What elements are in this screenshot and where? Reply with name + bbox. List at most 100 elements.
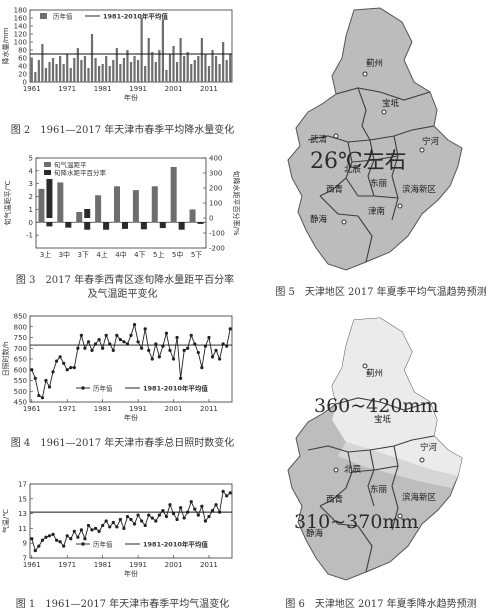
fig2-bar	[80, 60, 83, 82]
fig5-border-2	[357, 87, 371, 141]
fig5-label-binhai: 滨海新区	[402, 184, 437, 195]
fig3-right-tick-label: 400	[209, 155, 222, 163]
fig3-precip-neg-bar	[46, 222, 53, 227]
fig4-data-point	[97, 338, 101, 342]
fig3-precip-neg-bar	[103, 222, 110, 230]
fig1-data-point	[72, 529, 76, 533]
fig1-temperature-line-chart: 7 9 11 13 15 17 1961 1971 1981 1991 2001 2011 年份 气温/℃…	[1, 481, 233, 578]
fig2-bar	[193, 60, 196, 82]
fig1-y-tick-label: 7	[23, 555, 27, 563]
fig1-data-point	[79, 528, 83, 532]
fig3-right-tick-label: 0	[209, 215, 213, 223]
fig4-legend-label-series: 历年值	[93, 384, 113, 393]
fig1-y-tick-label: 9	[23, 540, 27, 548]
fig4-y-tick-label: 700	[14, 345, 27, 353]
fig5-city-marker	[381, 109, 387, 115]
fig3-precip-bar	[84, 209, 91, 218]
fig4-y-tick-label: 750	[14, 334, 27, 342]
fig6-border-4	[367, 449, 375, 507]
fig3-left-tick-label: 2	[29, 193, 33, 201]
fig6-forecast-south: 310~370mm	[294, 511, 418, 533]
fig4-data-point	[214, 348, 218, 352]
fig3-right-axis-title: 旬降水距平百分率/%	[232, 170, 240, 235]
fig2-caption: 图 2 1961—2017 年天津市春季平均降水量变化	[10, 125, 235, 136]
fig6-border-6	[351, 465, 399, 473]
fig1-data-point	[154, 519, 158, 523]
fig4-data-point	[72, 366, 76, 370]
fig4-data-point	[62, 361, 66, 365]
fig1-data-point	[97, 529, 101, 533]
fig1-data-point	[51, 532, 55, 536]
fig3-x-tick-label: 3上	[40, 250, 51, 259]
fig1-data-point	[93, 526, 98, 530]
fig1-data-point	[125, 514, 130, 519]
fig2-x-tick-label: 2001	[165, 85, 183, 93]
fig4-data-point	[196, 350, 200, 355]
fig1-data-point	[101, 523, 105, 528]
fig1-x-tick-label: 2001	[165, 561, 183, 569]
fig3-right-tick-label: 300	[209, 170, 222, 178]
fig2-bar	[51, 58, 55, 82]
fig1-data-point	[136, 513, 140, 517]
fig3-x-tick-label: 4下	[134, 251, 145, 259]
fig4-y-tick-label: 800	[14, 323, 27, 331]
fig1-data-point	[90, 528, 94, 532]
fig2-y-tick-label: 160	[14, 15, 27, 23]
fig4-data-point	[200, 366, 204, 370]
fig1-x-tick-label: 1981	[94, 561, 112, 569]
fig1-data-point	[193, 507, 197, 511]
fig1-data-point	[157, 513, 161, 517]
fig3-left-tick-label: 0	[29, 219, 33, 227]
fig5-label-wuqing: 武清	[310, 134, 328, 145]
fig1-data-point	[86, 523, 91, 528]
fig2-bar	[41, 44, 44, 82]
fig4-data-point	[140, 346, 144, 350]
fig5-label-jinnan: 津南	[368, 206, 385, 217]
fig6-city-marker	[333, 467, 339, 473]
fig2-bar	[73, 58, 76, 82]
fig3-right-tick-label: 100	[209, 200, 222, 208]
fig2-bar	[207, 66, 211, 82]
fig1-x-tick-label: 1961	[23, 561, 41, 569]
fig4-data-point	[164, 331, 169, 335]
fig4-legend-label-average: 1981-2010年平均值	[143, 384, 208, 393]
fig4-data-point	[122, 340, 126, 344]
fig1-data-point	[207, 514, 211, 519]
fig1-data-point	[147, 513, 151, 517]
fig4-data-point	[83, 346, 87, 350]
fig2-bar	[69, 68, 72, 82]
fig1-data-point	[214, 503, 218, 507]
fig1-caption: 图 1 1961—2017 年天津市春季平均气温变化	[15, 599, 230, 610]
fig1-data-point	[175, 517, 179, 522]
fig1-data-point	[189, 500, 193, 504]
fig6-label-jizhou: 蓟州	[366, 368, 383, 379]
fig1-data-point	[108, 525, 112, 529]
fig6-border-7	[319, 505, 373, 573]
fig2-bar	[126, 50, 129, 82]
fig1-data-point	[171, 512, 176, 516]
fig5-label-jinghai: 静海	[310, 214, 328, 225]
fig4-data-point	[150, 357, 154, 361]
fig3-x-tick-label: 3中	[59, 250, 70, 259]
fig2-bar	[218, 64, 221, 82]
fig3-dekad-anomaly-chart: -1 0 1 2 3 4 5 -200 -100 0 100 200 300 400 旬气温距平/℃ 旬降水距…	[3, 155, 241, 260]
fig1-y-axis-title: 气温/℃	[1, 509, 10, 533]
fig3-temp-bar	[132, 190, 139, 223]
fig3-temp-bar	[170, 167, 177, 223]
fig3-left-tick-label: 1	[29, 206, 33, 214]
fig1-data-point	[76, 535, 80, 539]
fig1-x-tick-label: 1991	[129, 561, 147, 569]
fig2-x-tick-label: 1991	[129, 85, 147, 93]
fig2-bar	[179, 38, 182, 82]
fig4-x-tick-label: 1961	[23, 405, 41, 413]
fig2-bar	[90, 34, 94, 82]
fig1-data-point	[210, 509, 215, 513]
fig2-x-tick-label: 1981	[94, 85, 112, 93]
fig6-city-marker	[419, 457, 425, 463]
fig1-data-point	[143, 523, 147, 528]
fig2-bar	[76, 48, 79, 82]
fig6-caption: 图 6 天津地区 2017 年夏季降水趋势预测	[285, 599, 477, 610]
fig6-map-panel: 蓟州 宝坻 宁河 北辰 东丽 西青 滨海新区 静海 360~420mm 310~…	[262, 310, 500, 592]
fig3-caption-line2: 及气温距平变化	[87, 289, 158, 300]
fig4-data-point	[189, 333, 193, 337]
